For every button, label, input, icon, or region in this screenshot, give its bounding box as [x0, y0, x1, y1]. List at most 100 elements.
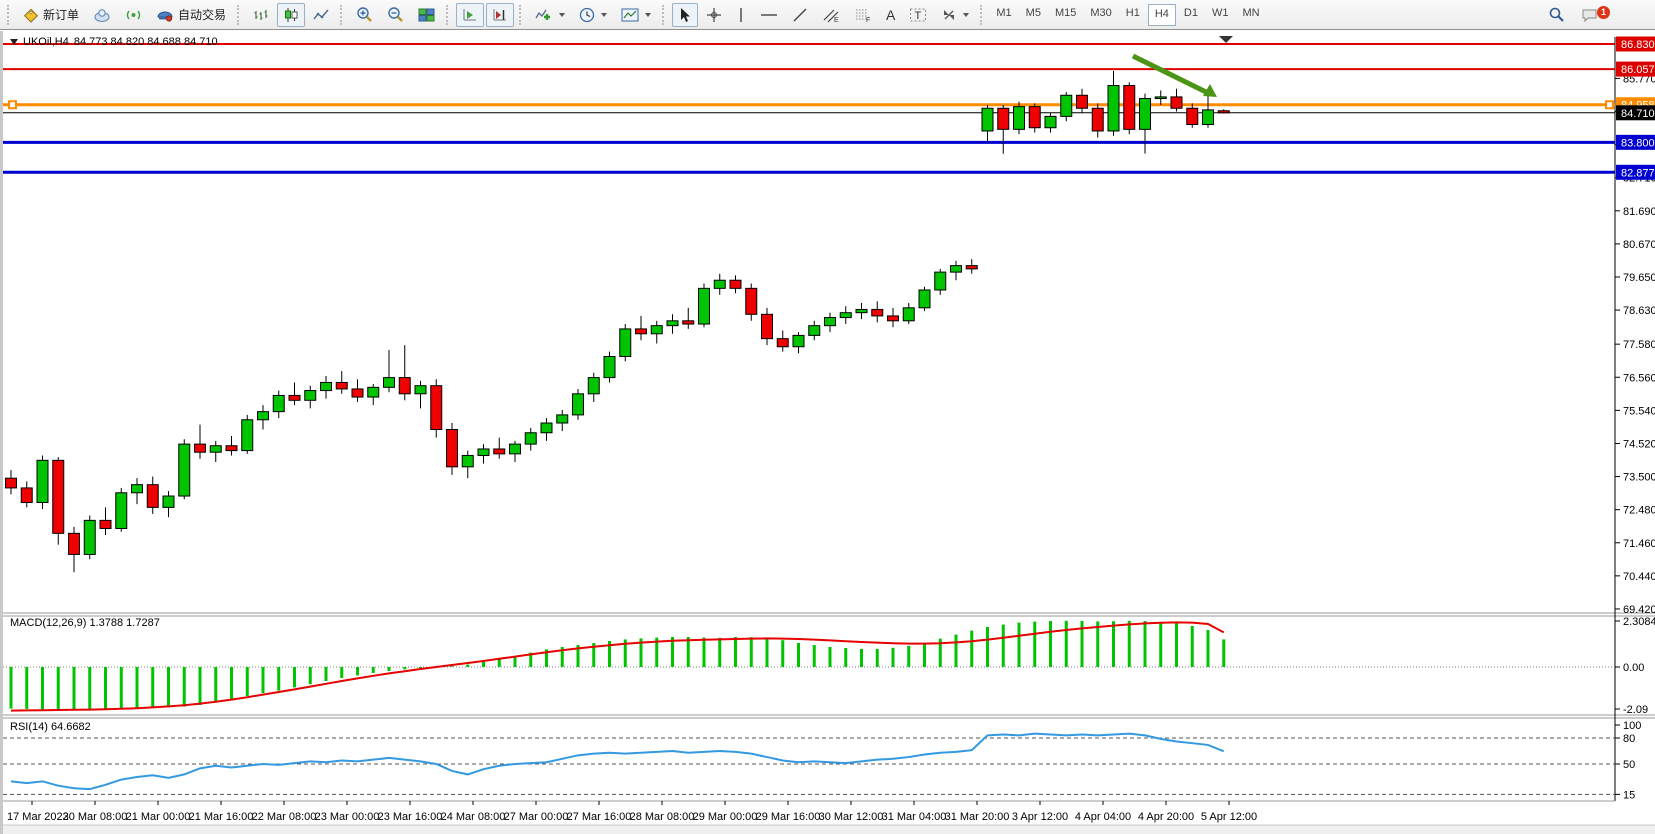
chart-shift-button[interactable] [486, 2, 515, 27]
price-tick-label: 72.480 [1623, 505, 1655, 517]
candle-down [729, 279, 742, 289]
candle-down [398, 377, 411, 395]
chevron-down-icon [963, 12, 970, 17]
arrows-button[interactable] [935, 3, 975, 27]
crosshair-button[interactable] [700, 3, 728, 27]
annotation-arrow[interactable] [1131, 53, 1217, 97]
chart-shift-marker[interactable] [1219, 36, 1233, 43]
template-icon [621, 8, 639, 21]
tf-w1-button[interactable]: W1 [1211, 6, 1229, 19]
time-axis-label: 31 Mar 04:00 [882, 811, 947, 823]
toolbar-grip[interactable] [980, 4, 985, 25]
tf-h4-button[interactable]: H4 [1147, 3, 1176, 26]
candle-up [619, 328, 632, 357]
candle-down [1091, 107, 1104, 132]
candle-up [808, 325, 821, 336]
candle-up [1154, 96, 1167, 100]
chart-canvas[interactable]: 85.77084.75083.73082.71081.69080.67079.6… [3, 31, 1655, 834]
line-handle[interactable] [1605, 100, 1614, 110]
candle-up [304, 390, 317, 401]
toolbar-grip[interactable] [7, 4, 12, 25]
chevron-down-icon [601, 12, 608, 17]
price-tick-label: 71.460 [1623, 538, 1655, 550]
periods-button[interactable] [573, 3, 613, 27]
svg-text:T: T [915, 10, 922, 22]
text-label-button[interactable]: T [903, 3, 933, 27]
tf-m5-button[interactable]: M5 [1025, 6, 1041, 19]
candle-down [1217, 110, 1230, 114]
candle-up [383, 377, 395, 388]
text-label-icon: T [910, 8, 927, 22]
candle-down [225, 445, 238, 452]
cursor-button[interactable] [672, 2, 699, 27]
toolbar-grip[interactable] [446, 4, 451, 25]
chart-shift-icon [493, 8, 507, 20]
tf-m30-button[interactable]: M30 [1090, 6, 1112, 19]
vertical-line-button[interactable] [730, 3, 752, 27]
price-tick-label: 79.650 [1623, 272, 1655, 284]
price-tick-label: 74.520 [1623, 438, 1655, 450]
chat-bubble-icon [1582, 9, 1597, 22]
time-axis-label: 21 Mar 16:00 [189, 811, 254, 823]
autotrading-button[interactable]: 自动交易 [150, 3, 232, 27]
text-button[interactable]: A [880, 3, 901, 27]
templates-button[interactable] [615, 3, 657, 27]
time-axis-label: 31 Mar 20:00 [945, 811, 1010, 823]
text-a-icon: A [886, 6, 896, 23]
zoom-in-button[interactable] [350, 3, 379, 27]
price-tick-label: 75.540 [1623, 405, 1655, 417]
macd-axis-label: 2.3084 [1623, 616, 1655, 628]
candlestick-chart-button[interactable] [277, 2, 306, 27]
toolbar-grip[interactable] [662, 4, 667, 25]
candle-up [83, 519, 96, 555]
tf-h1-button[interactable]: H1 [1125, 6, 1140, 19]
candle-up [209, 445, 222, 453]
horizontal-line-button[interactable] [754, 3, 784, 27]
line-chart-icon [313, 9, 329, 19]
line-chart-button[interactable] [307, 3, 335, 27]
community-button[interactable] [87, 3, 117, 27]
signal-icon [126, 10, 141, 19]
rsi-axis-label: 50 [1623, 759, 1635, 771]
price-badge-label: 83.800 [1621, 137, 1655, 149]
zoom-in-icon [357, 7, 372, 22]
chat-badge: 1 [1597, 5, 1610, 19]
candle-up [461, 454, 474, 468]
candle-up [1107, 85, 1120, 132]
candle-up [855, 308, 868, 314]
time-axis-label: 17 Mar 2023 [7, 811, 69, 823]
time-axis-label: 29 Mar 00:00 [693, 811, 758, 823]
tile-windows-button[interactable] [412, 3, 441, 27]
horizontal-lines[interactable] [3, 43, 1615, 174]
tf-m15-button[interactable]: M15 [1054, 6, 1077, 19]
zoom-out-button[interactable] [381, 3, 410, 27]
channel-button[interactable]: E [816, 3, 846, 27]
candle-up [587, 377, 600, 395]
signals-button[interactable] [119, 3, 148, 27]
tf-m1-button[interactable]: M1 [996, 6, 1012, 19]
new-order-button[interactable]: 新订单 [17, 3, 85, 27]
price-tick-label: 73.500 [1623, 472, 1655, 484]
bar-chart-button[interactable] [247, 3, 275, 27]
fibonacci-button[interactable]: F [848, 3, 878, 27]
candle-down [288, 394, 301, 401]
chat-button[interactable]: 1 [1575, 3, 1610, 27]
candle-down [351, 388, 364, 398]
toolbar-grip[interactable] [519, 4, 524, 25]
tf-mn-button[interactable]: MN [1242, 6, 1260, 19]
price-tick-label: 78.630 [1623, 305, 1655, 317]
toolbar-grip[interactable] [340, 4, 345, 25]
line-handle[interactable] [8, 100, 17, 110]
clock-icon [579, 7, 595, 22]
chart-window[interactable]: 85.77084.75083.73082.71081.69080.67079.6… [0, 31, 1655, 834]
candle-up [918, 289, 931, 309]
tf-d1-button[interactable]: D1 [1183, 6, 1198, 19]
toolbar-grip[interactable] [237, 4, 242, 25]
price-badge [1616, 134, 1655, 150]
auto-scroll-button[interactable] [456, 2, 485, 27]
candle-down [871, 308, 884, 317]
search-button[interactable] [1542, 3, 1571, 27]
indicators-add-icon [535, 9, 551, 20]
indicators-button[interactable] [529, 3, 571, 27]
trendline-button[interactable] [786, 3, 814, 27]
